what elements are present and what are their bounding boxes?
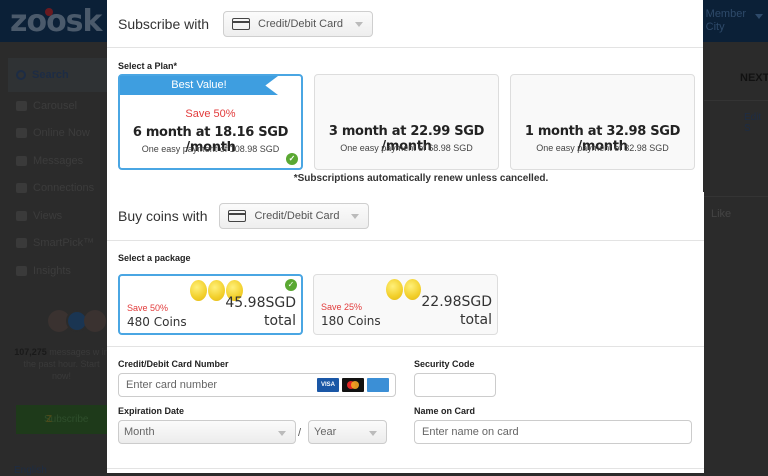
divider xyxy=(107,346,704,347)
heart-icon xyxy=(45,8,53,16)
date-separator: / xyxy=(298,427,302,439)
card-number-input[interactable]: Enter card number VISA xyxy=(118,373,396,397)
plan-label: Select a Plan* xyxy=(118,61,178,71)
year-select[interactable]: Year xyxy=(308,420,387,444)
coins-header: Buy coins with Credit/Debit Card xyxy=(107,192,704,241)
mastercard-icon xyxy=(342,378,364,392)
plan-payment: One easy payment of 68.98 SGD xyxy=(340,143,473,153)
user-menu[interactable]: Member City xyxy=(705,8,746,33)
package-total: total xyxy=(459,312,492,328)
plan-price: 1 month at 32.98 SGD /month xyxy=(524,124,681,154)
messages-stat: 107,275 messages w in the past hour. Sta… xyxy=(14,347,109,381)
edit-link[interactable]: Edit S xyxy=(744,112,762,134)
search-icon xyxy=(16,70,26,80)
avatar xyxy=(48,310,70,332)
insights-icon xyxy=(16,265,27,276)
coins-payment-select[interactable]: Credit/Debit Card xyxy=(219,203,370,229)
sidebar-item-connections[interactable]: Connections xyxy=(8,175,108,203)
package-label: Select a package xyxy=(118,253,191,263)
messages-icon xyxy=(16,155,27,166)
renew-note: *Subscriptions automatically renew unles… xyxy=(293,173,549,184)
visa-icon: VISA xyxy=(317,378,339,392)
sidebar-item-online-now[interactable]: Online Now xyxy=(8,120,108,148)
plan-payment: One easy payment of 108.98 SGD xyxy=(141,144,280,154)
sidebar-item-insights[interactable]: Insights xyxy=(8,257,108,285)
plan-price: 6 month at 18.16 SGD /month xyxy=(132,125,289,155)
best-value-ribbon: Best Value! xyxy=(120,76,278,95)
language-link[interactable]: English xyxy=(14,465,47,476)
subscribe-header: Subscribe with Credit/Debit Card xyxy=(107,0,703,48)
sidebar: Search Carousel Online Now Messages Conn… xyxy=(8,58,108,285)
check-icon: ✓ xyxy=(285,279,297,291)
package-save: Save 50% xyxy=(127,303,169,313)
coins-title: Buy coins with xyxy=(118,208,208,224)
plan-payment: One easy payment of 32.98 SGD xyxy=(536,143,669,153)
sidebar-item-search[interactable]: Search xyxy=(8,58,108,92)
chevron-down-icon[interactable] xyxy=(755,14,763,19)
chevron-down-icon xyxy=(369,431,377,436)
security-code-label: Security Code xyxy=(414,359,475,369)
package-price: 45.98SGD xyxy=(225,295,296,311)
subscribe-payment-select[interactable]: Credit/Debit Card xyxy=(223,10,374,37)
smartpick-icon xyxy=(16,238,27,249)
divider xyxy=(704,196,768,197)
like-button[interactable]: Like xyxy=(711,208,732,220)
coins-icon xyxy=(386,279,422,300)
month-select[interactable]: Month xyxy=(118,420,296,444)
package-coins: 180 Coins xyxy=(321,314,381,328)
avatar xyxy=(84,310,106,332)
online-now-icon xyxy=(16,128,27,139)
card-brands: VISA xyxy=(317,378,389,392)
views-icon xyxy=(16,210,27,221)
zoosk-z-icon: Z xyxy=(46,414,53,425)
credit-card-icon xyxy=(232,17,251,30)
name-on-card-label: Name on Card xyxy=(414,406,476,416)
package-save: Save 25% xyxy=(321,302,363,312)
plan-1-month[interactable]: 1 month at 32.98 SGD /month One easy pay… xyxy=(510,74,695,170)
divider xyxy=(107,468,704,469)
coins-icon xyxy=(190,280,244,301)
package-480-coins[interactable]: Save 50% 480 Coins 45.98SGD total ✓ xyxy=(118,274,303,335)
connections-icon xyxy=(16,183,27,194)
subscribe-modal: Subscribe with Credit/Debit Card Select … xyxy=(107,0,703,192)
sidebar-item-views[interactable]: Views xyxy=(8,202,108,230)
chevron-down-icon xyxy=(278,431,286,436)
plan-3-month[interactable]: 3 month at 22.99 SGD /month One easy pay… xyxy=(314,74,499,170)
check-icon: ✓ xyxy=(286,153,298,165)
package-180-coins[interactable]: Save 25% 180 Coins 22.98SGD total xyxy=(313,274,498,335)
credit-card-icon xyxy=(228,210,247,222)
subscribe-button[interactable]: Z Subscribe xyxy=(16,405,108,434)
card-number-label: Credit/Debit Card Number xyxy=(118,359,229,369)
carousel-icon xyxy=(16,100,27,111)
sidebar-item-carousel[interactable]: Carousel xyxy=(8,92,108,120)
chevron-down-icon xyxy=(351,214,360,219)
sidebar-item-smartpick[interactable]: SmartPick™ xyxy=(8,230,108,258)
package-coins: 480 Coins xyxy=(127,315,187,329)
security-code-input[interactable] xyxy=(414,373,496,397)
expiration-label: Expiration Date xyxy=(118,406,185,416)
avatar-group xyxy=(48,310,106,332)
plan-6-month[interactable]: Best Value! Save 50% 6 month at 18.16 SG… xyxy=(118,74,303,170)
buy-coins-modal: Buy coins with Credit/Debit Card Select … xyxy=(107,192,704,473)
plan-save: Save 50% xyxy=(185,108,236,120)
package-price: 22.98SGD xyxy=(421,294,492,310)
sidebar-item-messages[interactable]: Messages xyxy=(8,147,108,175)
zoosk-logo[interactable]: zoosk xyxy=(10,4,102,39)
divider xyxy=(704,100,768,101)
plan-list: Best Value! Save 50% 6 month at 18.16 SG… xyxy=(118,74,695,170)
amex-icon xyxy=(367,378,389,392)
plan-price: 3 month at 22.99 SGD /month xyxy=(328,124,485,154)
package-total: total xyxy=(263,313,296,329)
subscribe-title: Subscribe with xyxy=(118,15,210,32)
chevron-down-icon xyxy=(355,21,364,27)
name-on-card-input[interactable]: Enter name on card xyxy=(414,420,692,444)
package-list: Save 50% 480 Coins 45.98SGD total ✓ Save… xyxy=(118,274,498,335)
next-button[interactable]: NEXT xyxy=(740,72,768,84)
